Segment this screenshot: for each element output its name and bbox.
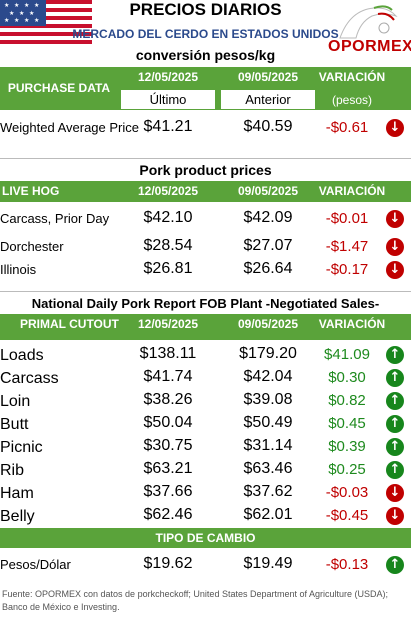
value-previous: $27.07 — [243, 237, 293, 254]
row-label: Loads — [0, 347, 44, 364]
value-current: $26.81 — [143, 260, 193, 277]
value-previous: $19.49 — [243, 555, 293, 572]
value-previous: $39.08 — [243, 391, 293, 408]
value-current: $38.26 — [143, 391, 193, 408]
page-title: PRECIOS DIARIOS — [129, 0, 282, 19]
livehog-header-bar — [0, 181, 411, 202]
arrow-up-icon: ↑ — [386, 392, 404, 410]
variation-value: $0.30 — [328, 369, 366, 386]
row-label: Loin — [0, 393, 31, 410]
row-label: Weighted Average Price — [0, 120, 139, 135]
variation-value: $41.09 — [324, 346, 370, 363]
row-label: Ham — [0, 485, 34, 502]
variation-value: -$0.03 — [325, 484, 369, 501]
arrow-down-icon: ↓ — [386, 261, 404, 279]
value-current: $138.11 — [139, 345, 197, 362]
divider — [0, 158, 411, 159]
arrow-down-icon: ↓ — [386, 507, 404, 525]
row-label: Carcass, Prior Day — [0, 211, 110, 226]
variation-value: -$0.13 — [325, 556, 369, 573]
variation-value: -$0.17 — [325, 261, 369, 278]
primal-date2: 09/05/2025 — [237, 317, 299, 331]
value-previous: $42.09 — [243, 209, 293, 226]
value-previous: $40.59 — [243, 118, 293, 135]
pork-section-title: Pork product prices — [139, 162, 272, 178]
livehog-date2: 09/05/2025 — [237, 184, 299, 198]
value-previous: $37.62 — [243, 483, 293, 500]
livehog-date1: 12/05/2025 — [137, 184, 199, 198]
us-flag-image: ★ ★ ★ ★ ★ ★ ★ ★ ★ ★ ★ — [0, 0, 92, 44]
source-note: Fuente: OPORMEX con datos de porkcheckof… — [2, 589, 389, 612]
arrow-up-icon: ↑ — [386, 556, 404, 574]
primal-section-title: National Daily Pork Report FOB Plant -Ne… — [31, 296, 380, 311]
value-current: $30.75 — [143, 437, 193, 454]
value-previous: $63.46 — [243, 460, 293, 477]
cambio-label: TIPO DE CAMBIO — [155, 531, 256, 545]
primal-var-label: VARIACIÓN — [318, 317, 386, 331]
variation-value: -$0.45 — [325, 507, 369, 524]
arrow-up-icon: ↑ — [386, 346, 404, 364]
logo-text: OPORMEX — [328, 38, 411, 55]
value-current: $42.10 — [143, 209, 193, 226]
value-previous: $42.04 — [243, 368, 293, 385]
purchase-col1-sub: Último — [121, 90, 215, 109]
row-label: Picnic — [0, 439, 43, 456]
livehog-label: LIVE HOG — [2, 184, 60, 198]
value-current: $19.62 — [143, 555, 193, 572]
value-current: $63.21 — [143, 460, 193, 477]
primal-header-bar — [0, 314, 411, 340]
variation-value: $0.82 — [328, 392, 366, 409]
row-label: Butt — [0, 416, 29, 433]
value-current: $37.66 — [143, 483, 193, 500]
row-label: Rib — [0, 462, 25, 479]
value-previous: $179.20 — [239, 345, 297, 362]
arrow-up-icon: ↑ — [386, 461, 404, 479]
purchase-label: PURCHASE DATA — [7, 81, 111, 95]
primal-label: PRIMAL CUTOUT — [20, 317, 119, 331]
purchase-col2-sub: Anterior — [221, 90, 315, 109]
variation-value: $0.39 — [328, 438, 366, 455]
arrow-up-icon: ↑ — [386, 415, 404, 433]
row-label: Carcass — [0, 370, 59, 387]
value-current: $41.74 — [143, 368, 193, 385]
variation-value: $0.25 — [328, 461, 366, 478]
arrow-down-icon: ↓ — [386, 238, 404, 256]
value-previous: $26.64 — [243, 260, 293, 277]
value-previous: $62.01 — [243, 506, 293, 523]
primal-date1: 12/05/2025 — [137, 317, 199, 331]
variation-value: -$0.01 — [325, 210, 369, 227]
value-current: $62.46 — [143, 506, 193, 523]
opormex-logo: OPORMEX — [326, 2, 411, 60]
arrow-up-icon: ↑ — [386, 438, 404, 456]
page-subtitle: MERCADO DEL CERDO EN ESTADOS UNIDOS — [72, 27, 339, 41]
row-label: Belly — [0, 508, 35, 525]
value-previous: $31.14 — [243, 437, 293, 454]
variation-value: $0.45 — [328, 415, 366, 432]
livehog-var-label: VARIACIÓN — [318, 184, 386, 198]
arrow-down-icon: ↓ — [386, 484, 404, 502]
value-current: $41.21 — [143, 118, 193, 135]
arrow-up-icon: ↑ — [386, 369, 404, 387]
purchase-date2: 09/05/2025 — [237, 70, 299, 84]
variation-value: -$0.61 — [325, 119, 369, 136]
value-previous: $50.49 — [243, 414, 293, 431]
arrow-down-icon: ↓ — [386, 210, 404, 228]
conversion-label: conversión pesos/kg — [135, 47, 276, 63]
purchase-var-label: VARIACIÓN — [318, 70, 386, 84]
row-label: Pesos/Dólar — [0, 557, 71, 572]
purchase-date1: 12/05/2025 — [137, 70, 199, 84]
cambio-header-bar — [0, 528, 411, 548]
row-label: Illinois — [0, 262, 37, 277]
divider — [0, 291, 411, 292]
value-current: $28.54 — [143, 237, 193, 254]
row-label: Dorchester — [0, 239, 64, 254]
purchase-var-sub: (pesos) — [331, 93, 372, 107]
arrow-down-icon: ↓ — [386, 119, 404, 137]
eagle-icon — [339, 5, 398, 39]
value-current: $50.04 — [143, 414, 193, 431]
variation-value: -$1.47 — [325, 238, 369, 255]
